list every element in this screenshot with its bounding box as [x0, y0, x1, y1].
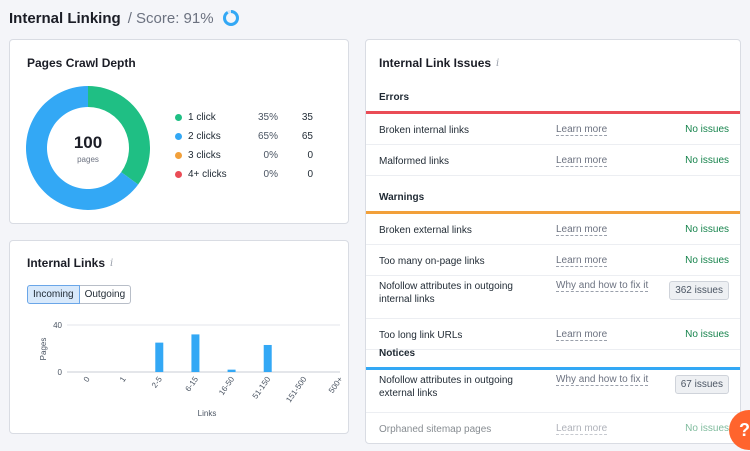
info-icon[interactable]: i — [496, 57, 500, 69]
page-header: Internal Linking / Score: 91% — [9, 6, 240, 30]
issue-help-link[interactable]: Learn more — [556, 423, 608, 435]
legend-count: 0 — [307, 169, 313, 180]
issue-row: Too long link URLs Learn more No issues — [366, 319, 740, 350]
legend-percent: 35% — [257, 112, 278, 123]
tab-outgoing[interactable]: Outgoing — [79, 285, 132, 304]
internal-links-title: Internal Links — [27, 256, 106, 270]
bar[interactable] — [155, 342, 164, 372]
page-title: Internal Linking — [9, 9, 121, 27]
legend-item[interactable]: 4+ clicks 0% 0 — [175, 165, 313, 184]
info-icon[interactable]: i — [110, 257, 114, 269]
legend-item[interactable]: 3 clicks 0% 0 — [175, 146, 313, 165]
internal-links-card: Internal Links i Incoming Outgoing 0 40 Pa… — [9, 240, 349, 434]
legend-count: 35 — [301, 112, 313, 123]
issue-status: No issues — [685, 423, 729, 434]
help-button[interactable]: ? — [729, 410, 750, 450]
issues-section-warnings: Warnings Broken external links Learn more N… — [366, 184, 740, 350]
legend-count: 0 — [307, 150, 313, 161]
x-axis-label: Links — [198, 409, 217, 418]
legend-item[interactable]: 2 clicks 65% 65 — [175, 127, 313, 146]
section-heading: Errors — [366, 84, 740, 114]
donut-slice[interactable] — [88, 86, 150, 185]
legend-label: 2 clicks — [188, 131, 221, 142]
issue-help-link[interactable]: Learn more — [556, 155, 608, 167]
score-label: / Score: 91% — [127, 9, 214, 27]
legend-item[interactable]: 1 click 35% 35 — [175, 108, 313, 127]
legend-count: 65 — [301, 131, 313, 142]
tab-incoming[interactable]: Incoming — [27, 285, 80, 304]
issue-row: Too many on-page links Learn more No issue… — [366, 245, 740, 276]
issue-status: No issues — [685, 224, 729, 235]
legend-percent: 65% — [257, 131, 278, 142]
legend-label: 1 click — [188, 112, 216, 123]
issue-row: Orphaned sitemap pages Learn more No issue… — [366, 413, 740, 443]
crawl-depth-legend: 1 click 35% 35 2 clicks 65% 65 3 clicks 0% 0 4+ c… — [175, 108, 313, 184]
y-tick-label: 0 — [58, 368, 63, 377]
legend-label: 4+ clicks — [188, 169, 227, 180]
donut-slice[interactable] — [26, 86, 139, 210]
issues-count-badge[interactable]: 362 issues — [669, 281, 729, 300]
issue-status: No issues — [685, 124, 729, 135]
issue-status: No issues — [685, 155, 729, 166]
section-heading: Warnings — [366, 184, 740, 214]
legend-dot — [175, 152, 182, 159]
issue-name: Nofollow attributes in outgoing internal… — [379, 281, 513, 305]
x-tick-label: 500+ — [327, 375, 344, 395]
issues-title: Internal Link Issues — [379, 56, 492, 70]
internal-link-issues-card: Internal Link Issues i Errors Broken inte… — [365, 39, 741, 444]
x-tick-label: 0 — [82, 375, 92, 384]
crawl-depth-donut: 100 pages — [26, 86, 150, 210]
links-direction-toggle: Incoming Outgoing — [27, 285, 132, 304]
donut-total-unit: pages — [77, 155, 99, 164]
issue-help-link[interactable]: Why and how to fix it — [556, 280, 649, 292]
legend-dot — [175, 114, 182, 121]
x-tick-label: 1 — [118, 375, 128, 384]
issue-name: Too long link URLs — [379, 330, 463, 341]
legend-percent: 0% — [263, 150, 278, 161]
y-tick-label: 40 — [53, 321, 62, 330]
issue-row: Broken external links Learn more No issues — [366, 214, 740, 245]
issue-row: Nofollow attributes in outgoing internal… — [366, 276, 740, 319]
issue-name: Malformed links — [379, 156, 450, 167]
issue-help-link[interactable]: Learn more — [556, 255, 608, 267]
issue-row: Nofollow attributes in outgoing external… — [366, 370, 740, 413]
issue-help-link[interactable]: Why and how to fix it — [556, 374, 649, 386]
section-heading: Notices — [366, 340, 740, 370]
issue-name: Nofollow attributes in outgoing external… — [379, 375, 513, 399]
y-axis-label: Pages — [39, 338, 48, 361]
x-tick-label: 2-5 — [150, 375, 164, 390]
legend-label: 3 clicks — [188, 150, 221, 161]
issue-name: Broken external links — [379, 225, 472, 236]
issue-status: No issues — [685, 329, 729, 340]
bar[interactable] — [227, 369, 236, 372]
issue-name: Broken internal links — [379, 125, 470, 136]
internal-links-bar-chart: 0 40 Pages 0 1 2-5 6-15 16-50 51-150 151-500 500+ L… — [39, 321, 344, 418]
issue-help-link[interactable]: Learn more — [556, 124, 608, 136]
issues-section-notices: Notices Nofollow attributes in outgoing e… — [366, 340, 740, 443]
issue-name: Orphaned sitemap pages — [379, 424, 492, 435]
x-tick-label: 51-150 — [251, 375, 273, 401]
legend-percent: 0% — [263, 169, 278, 180]
issue-help-link[interactable]: Learn more — [556, 329, 608, 341]
issue-row: Malformed links Learn more No issues — [366, 145, 740, 176]
legend-dot — [175, 133, 182, 140]
crawl-depth-card: Pages Crawl Depth 100 pages 1 click 35% 35… — [9, 39, 349, 224]
score-ring-icon — [222, 10, 239, 26]
issue-help-link[interactable]: Learn more — [556, 224, 608, 236]
x-tick-label: 6-15 — [184, 375, 201, 394]
legend-dot — [175, 171, 182, 178]
issue-status: No issues — [685, 255, 729, 266]
x-tick-label: 151-500 — [284, 375, 309, 405]
bar[interactable] — [263, 344, 272, 372]
x-tick-label: 16-50 — [217, 375, 236, 397]
issue-row: Broken internal links Learn more No issues — [366, 114, 740, 145]
bar[interactable] — [191, 334, 200, 372]
issue-name: Too many on-page links — [379, 256, 485, 267]
donut-total: 100 — [74, 133, 102, 152]
issues-count-badge[interactable]: 67 issues — [674, 375, 729, 394]
crawl-depth-title: Pages Crawl Depth — [27, 56, 136, 70]
issues-section-errors: Errors Broken internal links Learn more No … — [366, 84, 740, 176]
